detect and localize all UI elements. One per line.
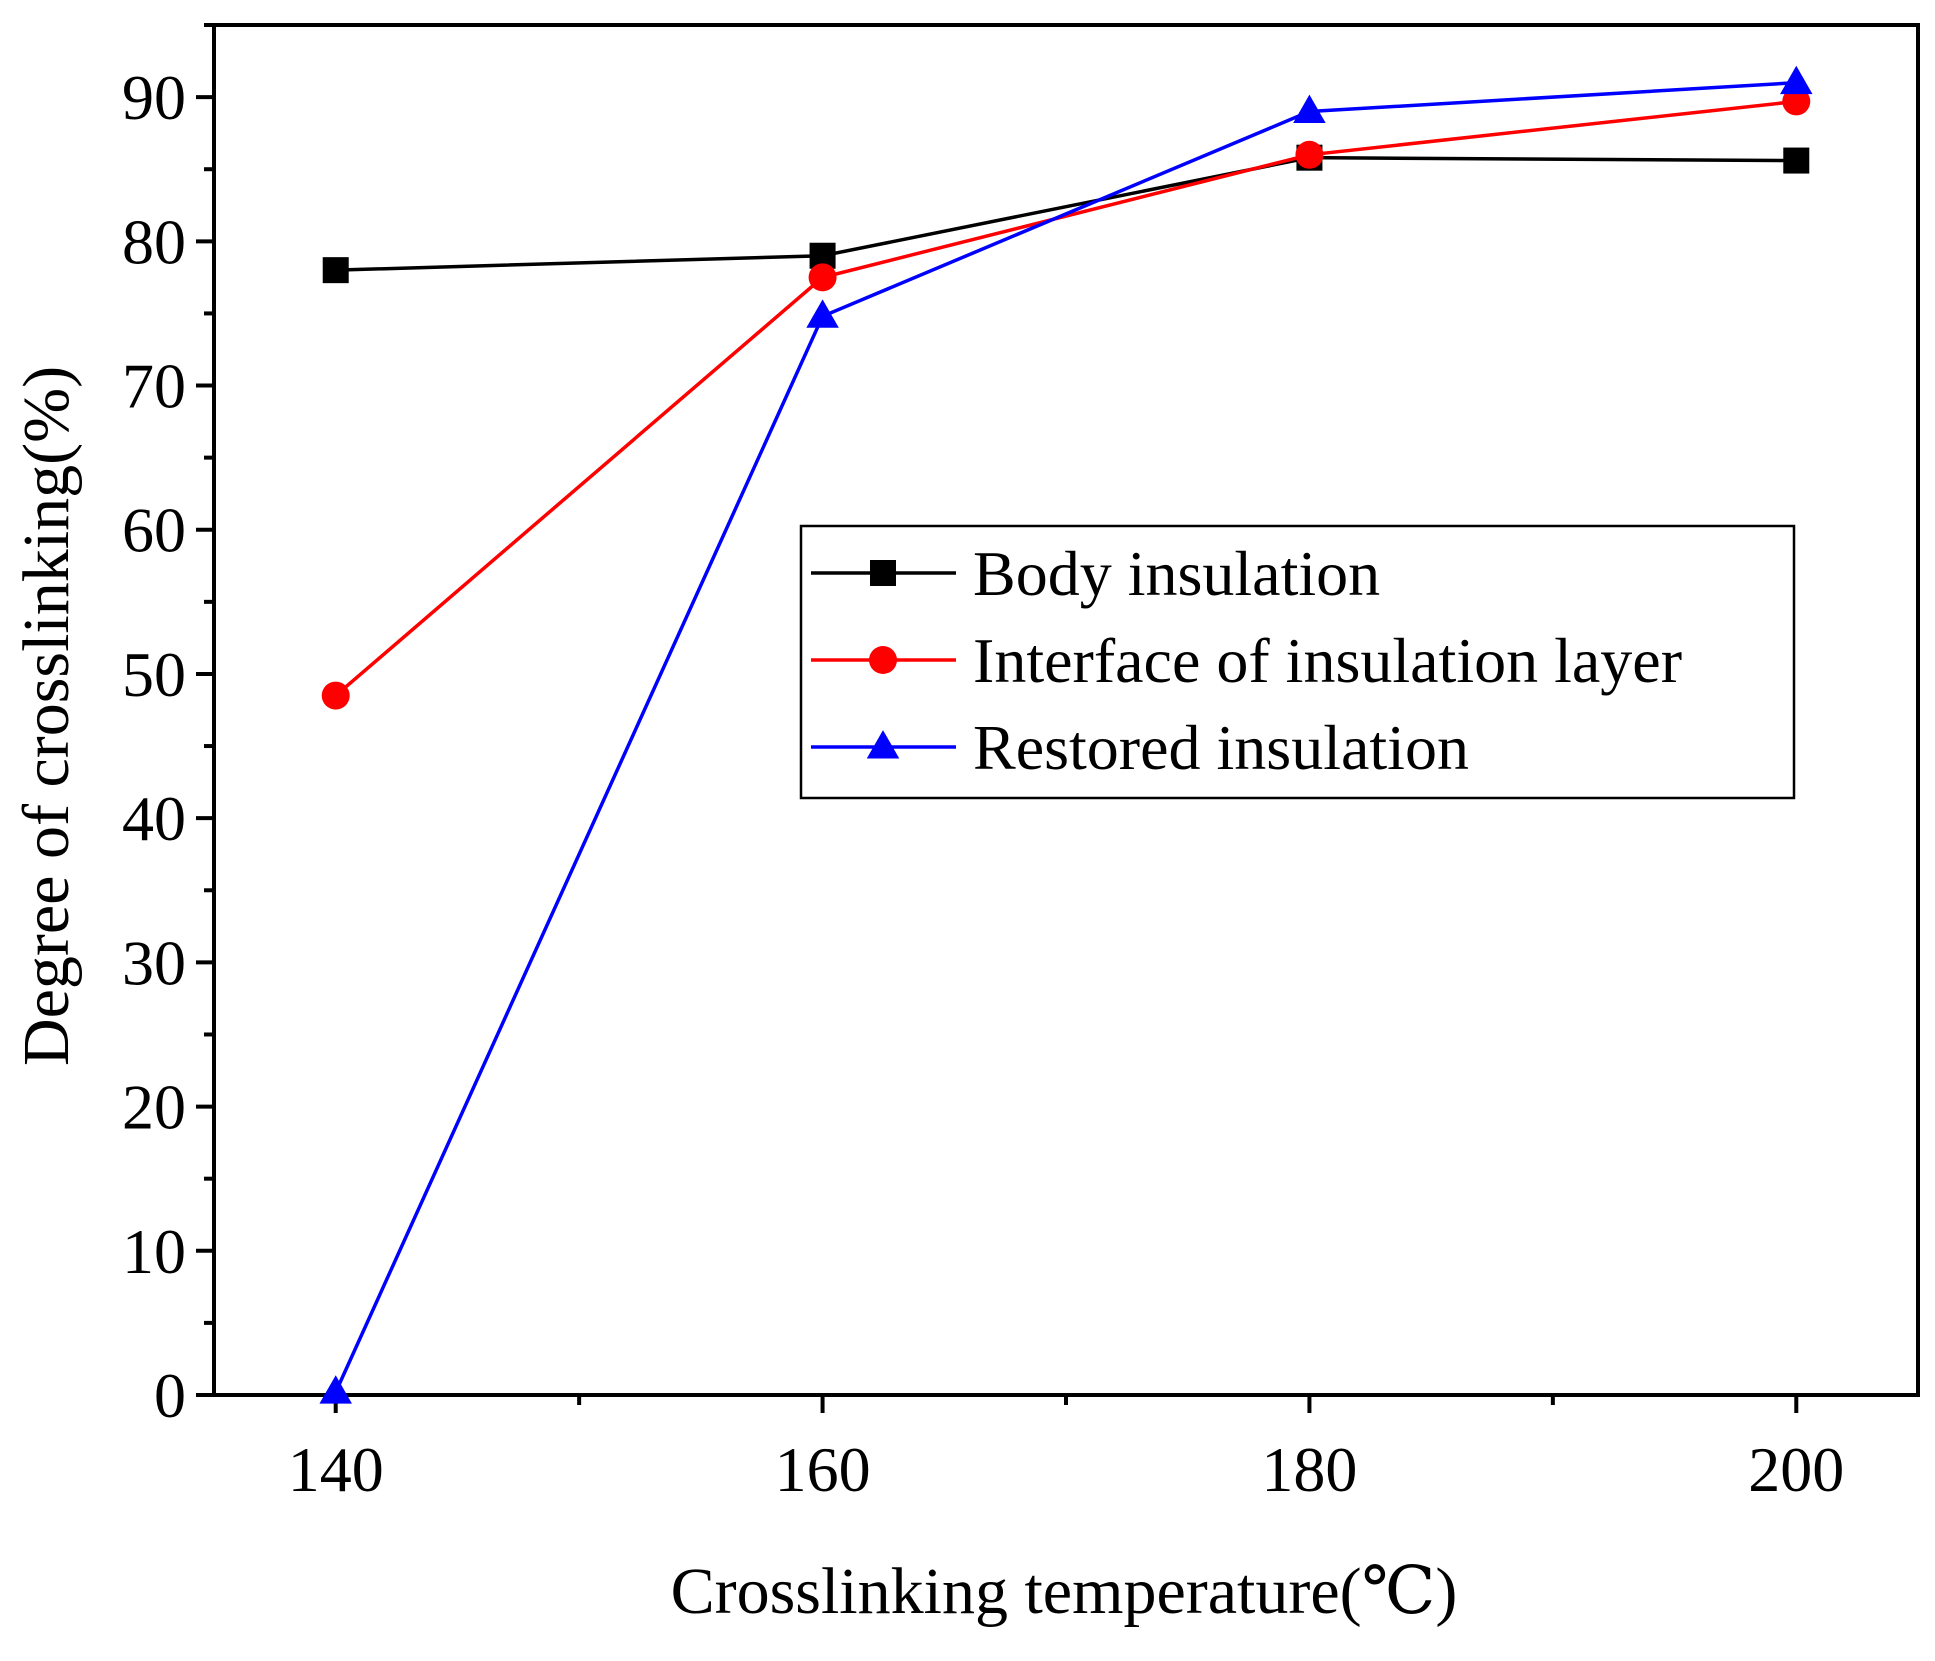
x-tick-label: 140: [288, 1434, 384, 1505]
x-axis-title: Crosslinking temperature(℃): [671, 1555, 1458, 1628]
legend-marker: [866, 730, 900, 759]
legend: Body insulation Interface of insulation l…: [799, 524, 1796, 800]
y-tick-label: 20: [122, 1072, 186, 1143]
y-tick-label: 60: [122, 495, 186, 566]
y-tick-label: 80: [122, 206, 186, 277]
legend-item: Restored insulation: [811, 712, 1469, 783]
data-point: [1783, 147, 1810, 174]
legend-box: [799, 524, 1796, 800]
series-layer: [319, 65, 1813, 1404]
series-line: [334, 99, 1797, 697]
series-circle: [321, 87, 1811, 710]
series-line: [335, 155, 1797, 272]
y-tick-label: 50: [122, 639, 186, 710]
data-point: [1780, 65, 1813, 95]
legend-item: Body insulation: [811, 538, 1380, 609]
data-point: [321, 681, 350, 710]
legend-marker: [870, 560, 896, 586]
legend-label: Body insulation: [973, 538, 1380, 609]
y-axis-title: Degree of crosslinking(%): [10, 366, 83, 1066]
legend-item: Interface of insulation layer: [811, 625, 1682, 696]
series-triangle: [319, 65, 1813, 1404]
x-tick-label: 200: [1748, 1434, 1844, 1505]
data-point: [319, 1375, 352, 1404]
y-tick-label: 70: [122, 351, 186, 422]
y-tick-label: 10: [122, 1216, 186, 1287]
legend-label: Interface of insulation layer: [973, 625, 1682, 696]
legend-label: Restored insulation: [973, 712, 1469, 783]
data-point: [1293, 94, 1326, 123]
data-point: [322, 257, 349, 284]
data-point: [808, 263, 837, 292]
y-tick-label: 40: [122, 783, 186, 854]
x-tick-label: 160: [775, 1434, 871, 1505]
axes: 0 10 20 30 40 50 60 70 80 90 140 160 180 200: [122, 23, 1920, 1505]
x-tick-label: 180: [1261, 1434, 1357, 1505]
y-tick-label: 90: [122, 62, 186, 133]
legend-marker: [869, 646, 897, 674]
data-point: [1782, 87, 1811, 116]
series-line: [334, 80, 1797, 1393]
y-tick-label: 30: [122, 927, 186, 998]
data-point: [1295, 140, 1324, 169]
data-point: [806, 299, 839, 328]
y-tick-label: 0: [154, 1360, 186, 1431]
